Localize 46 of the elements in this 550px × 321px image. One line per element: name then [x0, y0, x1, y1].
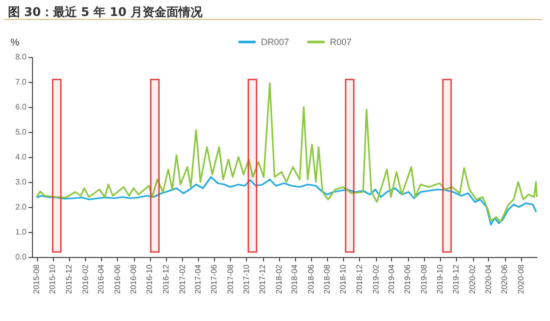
x-tick-label: 2016-06 — [112, 264, 122, 294]
legend-label: DR007 — [261, 37, 290, 47]
x-tick-label: 2020-06 — [500, 264, 510, 294]
x-tick-label: 2016-02 — [80, 264, 90, 294]
x-tick-label: 2015-12 — [64, 264, 74, 294]
x-tick-label: 2017-04 — [193, 264, 202, 294]
line-series — [36, 82, 538, 223]
x-tick-label: 2020-08 — [516, 264, 526, 294]
y-tick-label: 4.0 — [15, 152, 28, 162]
legend-label: R007 — [330, 37, 352, 47]
y-tick-label: 7.0 — [15, 78, 28, 86]
y-tick-label: 6.0 — [15, 102, 28, 112]
x-tick-label: 2019-10 — [435, 264, 444, 294]
y-tick-label: 0.0 — [15, 252, 28, 262]
y-tick-label: 1.0 — [15, 228, 28, 236]
x-tick-label: 2018-04 — [290, 264, 300, 294]
x-tick-label: 2017-08 — [226, 264, 235, 294]
y-tick-label: 3.0 — [15, 178, 28, 186]
x-tick-label: 2017-02 — [178, 264, 187, 294]
chart-title: 图 30：最近 5 年 10 月资金面情况 — [8, 4, 203, 21]
x-tick-label: 2019-08 — [419, 264, 428, 294]
x-tick-label: 2017-06 — [210, 264, 219, 294]
x-tick-label: 2018-12 — [354, 264, 364, 294]
x-tick-label: 2017-12 — [258, 264, 268, 294]
x-tick-label: 2018-08 — [322, 264, 332, 294]
x-tick-label: 2019-04 — [386, 264, 396, 294]
x-tick-label: 2015-08 — [32, 264, 42, 294]
x-tick-label: 2018-10 — [338, 264, 348, 294]
x-tick-label: 2016-10 — [145, 264, 154, 294]
x-tick-label: 2016-04 — [96, 264, 106, 294]
x-tick-label: 2015-10 — [48, 264, 58, 294]
x-tick-label: 2020-02 — [468, 264, 478, 294]
x-tick-label: 2017-10 — [242, 264, 251, 294]
x-tick-label: 2019-02 — [371, 264, 380, 294]
x-tick-label: 2016-12 — [161, 264, 170, 294]
x-tick-label: 2018-06 — [306, 264, 316, 294]
y-tick-label: 2.0 — [15, 202, 28, 212]
x-tick-label: 2018-02 — [274, 264, 284, 294]
x-tick-label: 2020-04 — [484, 264, 493, 294]
y-axis-title: % — [10, 38, 20, 48]
x-tick-label: 2019-12 — [452, 264, 461, 294]
line-series — [36, 176, 538, 226]
x-tick-label: 2016-08 — [129, 264, 138, 294]
y-tick-label: 5.0 — [15, 128, 28, 136]
x-tick-label: 2019-06 — [403, 264, 412, 294]
y-tick-label: 8.0 — [15, 52, 28, 62]
